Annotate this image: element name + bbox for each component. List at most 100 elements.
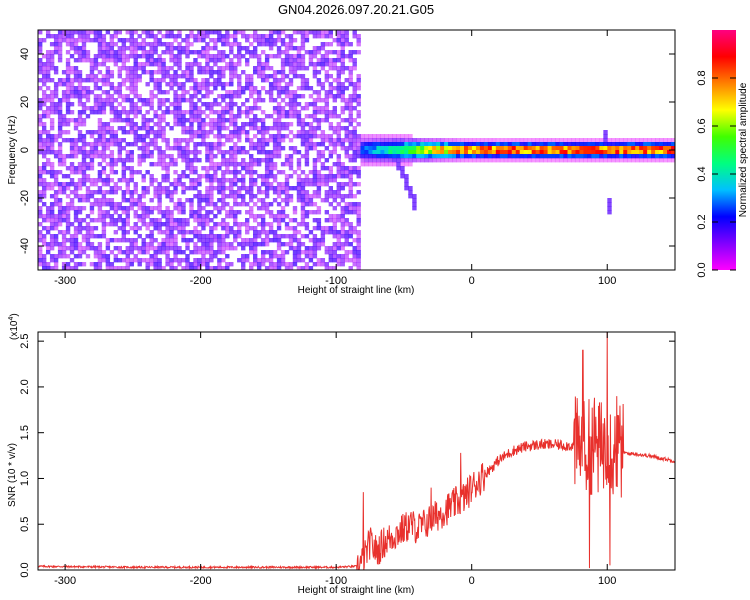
heatmap-cell — [201, 78, 206, 83]
heatmap-cell — [241, 86, 246, 91]
heatmap-cell — [165, 230, 170, 235]
heatmap-cell — [45, 134, 51, 139]
heatmap-cell — [97, 258, 103, 263]
heatmap-cell — [260, 178, 266, 183]
heatmap-cell — [316, 154, 322, 159]
heatmap-cell — [177, 182, 182, 187]
heatmap-cell — [272, 86, 278, 91]
heatmap-cell — [487, 150, 493, 155]
heatmap-cell — [109, 118, 115, 123]
heatmap-cell — [73, 42, 79, 47]
heatmap-cell — [213, 266, 218, 270]
heatmap-cell — [53, 234, 59, 239]
heatmap-cell — [276, 102, 282, 107]
heatmap-cell — [547, 146, 552, 151]
heatmap-cell — [49, 162, 55, 167]
heatmap-cell — [233, 210, 238, 215]
heatmap-cell — [428, 158, 433, 163]
heatmap-cell — [41, 162, 47, 167]
heatmap-cell — [551, 138, 556, 143]
heatmap-cell — [300, 30, 306, 35]
heatmap-cell — [205, 250, 210, 255]
heatmap-cell — [133, 226, 138, 231]
heatmap-cell — [567, 146, 572, 151]
heatmap-cell — [340, 162, 345, 167]
heatmap-cell — [189, 250, 194, 255]
heatmap-cell — [109, 150, 115, 155]
heatmap-cell — [173, 246, 178, 251]
heatmap-cell — [304, 142, 310, 147]
heatmap-cell — [507, 146, 513, 151]
heatmap-cell — [324, 182, 330, 187]
heatmap-cell — [97, 122, 103, 127]
heatmap-cell — [376, 134, 381, 139]
heatmap-cell — [328, 34, 334, 39]
heatmap-cell — [73, 214, 79, 219]
heatmap-cell — [495, 138, 501, 143]
heatmap-cell — [264, 194, 270, 199]
heatmap-cell — [292, 30, 298, 35]
heatmap-cell — [81, 90, 87, 95]
heatmap-y-tick-label: -20 — [19, 190, 31, 206]
heatmap-cell — [320, 234, 326, 239]
heatmap-cell — [229, 122, 234, 127]
heatmap-cell — [308, 250, 314, 255]
heatmap-cell — [296, 246, 302, 251]
heatmap-cell — [292, 94, 298, 99]
heatmap-cell — [356, 250, 361, 255]
heatmap-cell — [233, 182, 238, 187]
heatmap-cell — [348, 146, 353, 151]
heatmap-cell — [352, 158, 357, 163]
heatmap-cell — [400, 142, 405, 147]
heatmap-cell — [404, 138, 409, 143]
heatmap-cell — [531, 158, 537, 163]
heatmap-cell — [229, 118, 234, 123]
heatmap-cell — [237, 150, 242, 155]
heatmap-cell — [237, 178, 242, 183]
heatmap-cell — [252, 182, 258, 187]
heatmap-cell — [177, 250, 182, 255]
heatmap-cell — [125, 94, 130, 99]
heatmap-y-axis-label: Frequency (Hz) — [7, 116, 18, 185]
heatmap-cell — [189, 102, 194, 107]
heatmap-cell — [587, 146, 592, 151]
heatmap-cell — [288, 130, 294, 135]
heatmap-cell — [288, 98, 294, 103]
heatmap-cell — [535, 146, 541, 151]
heatmap-cell — [368, 138, 373, 143]
heatmap-cell — [288, 106, 294, 111]
heatmap-cell — [651, 142, 656, 147]
heatmap-cell — [161, 150, 166, 155]
heatmap-cell — [491, 158, 497, 163]
heatmap-cell — [288, 94, 294, 99]
heatmap-cell — [264, 174, 270, 179]
snr-y-axis-label: SNR (10 * v/v) — [7, 443, 18, 507]
heatmap-cell — [169, 198, 174, 203]
heatmap-cell — [185, 54, 190, 59]
heatmap-cell — [233, 30, 238, 35]
heatmap-cell — [276, 238, 282, 243]
heatmap-cell — [129, 98, 134, 103]
heatmap-cell — [197, 262, 202, 267]
heatmap-cell — [523, 146, 529, 151]
heatmap-cell — [348, 154, 353, 159]
heatmap-cell — [113, 134, 119, 139]
heatmap-cell — [547, 138, 552, 143]
heatmap-cell — [217, 110, 222, 115]
heatmap-cell — [133, 38, 138, 43]
heatmap-cell — [57, 142, 63, 147]
heatmap-cell — [181, 234, 186, 239]
heatmap-cell — [479, 158, 485, 163]
heatmap-cell — [284, 190, 290, 195]
heatmap-cell — [149, 130, 154, 135]
heatmap-cell — [539, 146, 545, 151]
heatmap-cell — [229, 190, 234, 195]
heatmap-cell — [264, 230, 270, 235]
heatmap-cell — [304, 86, 310, 91]
heatmap-cell — [65, 122, 71, 127]
heatmap-cell — [57, 182, 63, 187]
heatmap-cell — [141, 50, 146, 55]
heatmap-cell — [583, 158, 588, 163]
heatmap-cell — [352, 206, 357, 211]
heatmap-cell — [631, 146, 636, 151]
